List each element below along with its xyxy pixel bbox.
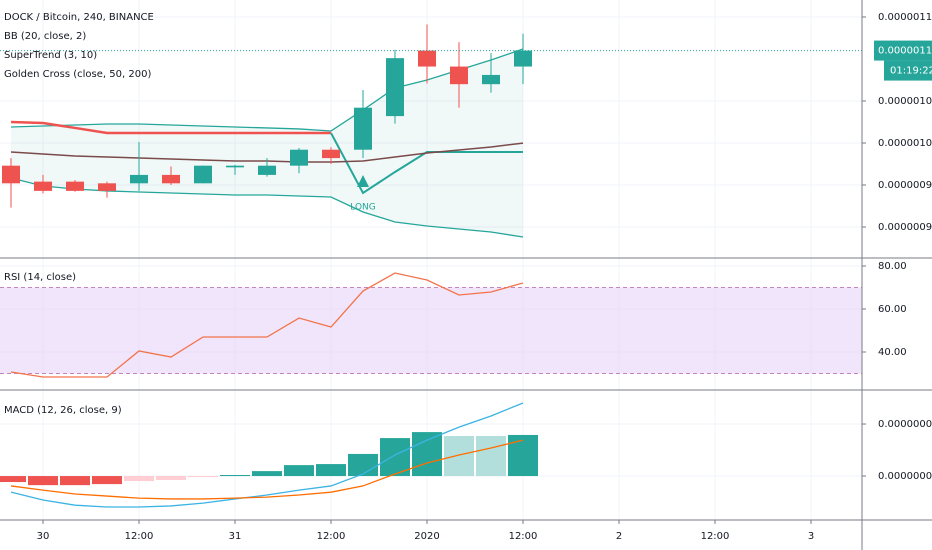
panel-title: DOCK / Bitcoin, 240, BINANCE: [4, 12, 154, 23]
indicator-line: [10, 272, 524, 378]
candle-body: [66, 181, 84, 191]
histogram-bar: [28, 476, 58, 486]
x-tick-label: 3: [808, 531, 814, 542]
x-tick-label: 12:00: [509, 531, 538, 542]
histogram-bar: [60, 476, 90, 486]
y-tick-label: 0.00000105: [878, 96, 932, 107]
histogram-bar: [444, 435, 474, 477]
indicator-line: [330, 132, 523, 195]
candle-body: [98, 183, 116, 191]
histogram-bar: [476, 435, 506, 477]
candle-body: [418, 50, 436, 67]
x-tick-label: 30: [37, 531, 50, 542]
x-tick-label: 2: [616, 531, 622, 542]
indicator-line: [10, 402, 524, 508]
indicator-line: [10, 120, 331, 135]
y-tick-label: 60.00: [878, 304, 907, 315]
indicator-line: [10, 48, 524, 132]
indicator-line: [10, 439, 524, 500]
y-tick-label: 0.00000002: [878, 419, 932, 430]
histogram-bar: [252, 471, 282, 477]
candle-body: [450, 66, 468, 85]
candle-body: [130, 174, 148, 184]
candle-body: [386, 58, 404, 117]
histogram-bar: [508, 434, 538, 477]
rsi-band: [0, 287, 862, 374]
x-tick-label: 31: [229, 531, 242, 542]
histogram-bar: [348, 453, 378, 477]
countdown-box: [884, 60, 932, 81]
histogram-bar: [380, 438, 410, 477]
candle-body: [226, 165, 244, 168]
last-price-label: 0.00000111: [878, 46, 932, 57]
panel-title: MACD (12, 26, close, 9): [4, 405, 122, 416]
indicator-label: Golden Cross (close, 50, 200): [4, 69, 151, 80]
histogram-bar: [412, 432, 442, 477]
panel-title: RSI (14, close): [4, 272, 76, 283]
histogram-bar: [316, 464, 346, 477]
histogram-bar: [0, 476, 26, 483]
candle-body: [482, 74, 500, 85]
candle-body: [34, 181, 52, 191]
indicator-label: BB (20, close, 2): [4, 31, 86, 42]
candle-body: [354, 107, 372, 150]
candle-body: [290, 149, 308, 166]
x-tick-label: 12:00: [701, 531, 730, 542]
candle-body: [514, 50, 532, 67]
candle-body: [322, 149, 340, 159]
signal-label: LONG: [350, 202, 376, 212]
candle-body: [162, 174, 180, 184]
y-tick-label: 0.00000115: [878, 12, 932, 23]
y-tick-label: 80.00: [878, 261, 907, 272]
y-tick-label: 40.00: [878, 347, 907, 358]
histogram-bar: [92, 476, 122, 485]
x-tick-label: 12:00: [125, 531, 154, 542]
last-price-box: [874, 40, 932, 61]
histogram-bar: [124, 476, 154, 481]
x-tick-label: 12:00: [317, 531, 346, 542]
candle-body: [2, 165, 20, 184]
histogram-bar: [284, 465, 314, 477]
indicator-line: [10, 177, 524, 238]
histogram-bar: [156, 476, 186, 480]
candle-body: [194, 165, 212, 184]
signal-marker: [357, 174, 369, 187]
candle-body: [258, 165, 276, 175]
indicator-label: SuperTrend (3, 10): [4, 50, 97, 61]
histogram-bar: [188, 476, 218, 478]
x-tick-label: 2020: [414, 531, 439, 542]
countdown: 01:19:22: [890, 66, 932, 77]
histogram-bar: [220, 475, 250, 477]
y-tick-label: 0.00000095: [878, 180, 932, 191]
